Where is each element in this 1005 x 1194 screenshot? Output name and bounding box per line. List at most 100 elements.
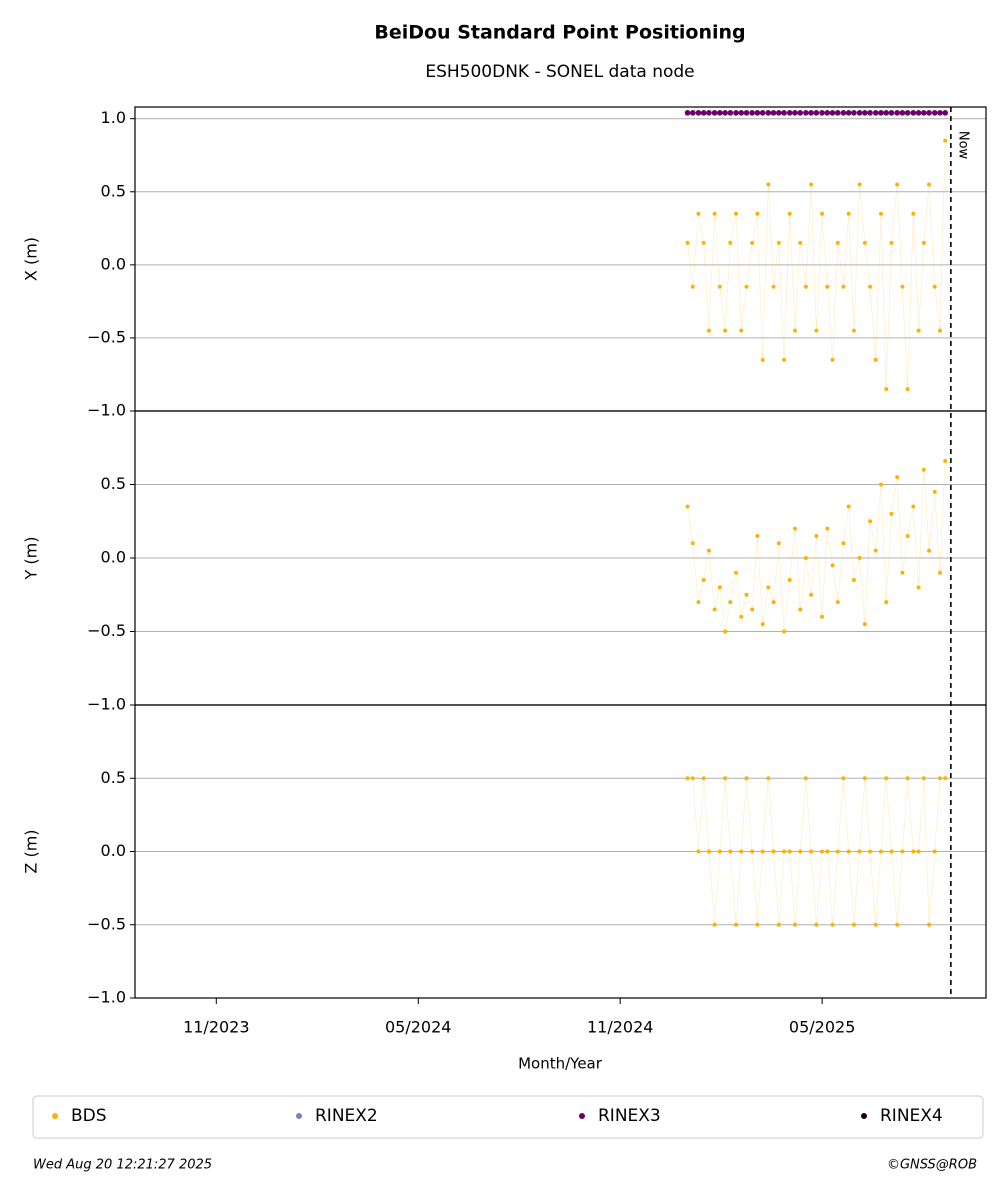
data-point <box>868 849 873 854</box>
data-point <box>696 211 701 216</box>
data-point <box>776 922 781 927</box>
data-point <box>911 211 916 216</box>
data-point <box>760 357 765 362</box>
data-point <box>899 110 906 116</box>
data-point <box>738 110 745 116</box>
data-point <box>743 110 750 116</box>
data-point <box>841 284 846 289</box>
data-point <box>872 110 879 116</box>
data-point <box>937 328 942 333</box>
data-point <box>690 776 695 781</box>
data-point <box>722 110 728 116</box>
data-point <box>894 110 900 116</box>
data-point <box>867 110 873 116</box>
data-point <box>830 357 835 362</box>
data-point <box>706 328 711 333</box>
data-point <box>717 585 722 590</box>
data-point <box>921 240 926 245</box>
data-point <box>824 110 831 116</box>
data-point <box>733 922 738 927</box>
y-tick-label: 0.5 <box>101 474 126 493</box>
data-point <box>921 467 926 472</box>
data-point <box>889 240 894 245</box>
y-axis-label: Y (m) <box>22 537 41 581</box>
data-point <box>814 328 819 333</box>
data-point <box>782 849 787 854</box>
data-point <box>857 182 862 187</box>
data-point <box>701 776 706 781</box>
data-point <box>750 607 755 612</box>
data-point <box>759 110 766 116</box>
data-point <box>798 849 803 854</box>
data-point <box>835 849 840 854</box>
data-point <box>787 211 792 216</box>
data-point <box>809 182 814 187</box>
data-point <box>862 776 867 781</box>
data-point <box>755 922 760 927</box>
data-point <box>770 110 777 116</box>
data-point <box>840 110 847 116</box>
data-point <box>927 182 932 187</box>
data-point <box>878 849 883 854</box>
y-tick-label: −1.0 <box>87 695 126 714</box>
data-point <box>921 110 927 116</box>
y-axis-label: Z (m) <box>22 829 41 873</box>
data-point <box>835 240 840 245</box>
chart-title: BeiDou Standard Point Positioning <box>374 22 745 44</box>
x-tick-label: 11/2024 <box>587 1018 653 1037</box>
data-point <box>829 110 836 116</box>
data-point <box>943 776 948 781</box>
legend-label: RINEX2 <box>315 1106 378 1126</box>
data-point <box>878 110 884 116</box>
y-tick-label: −1.0 <box>87 401 126 420</box>
data-point <box>706 849 711 854</box>
data-point <box>712 607 717 612</box>
data-point <box>750 849 755 854</box>
data-point <box>830 563 835 568</box>
data-point <box>717 284 722 289</box>
data-point <box>755 211 760 216</box>
data-point <box>700 110 707 116</box>
data-point <box>684 110 691 116</box>
data-point <box>851 578 856 583</box>
data-point <box>701 240 706 245</box>
data-point <box>900 849 905 854</box>
data-point <box>728 849 733 854</box>
data-point <box>931 110 938 116</box>
data-point <box>771 600 776 605</box>
data-point <box>809 592 814 597</box>
data-point <box>723 776 728 781</box>
data-point <box>910 110 917 116</box>
data-point <box>851 922 856 927</box>
footer-date: Wed Aug 20 12:21:27 2025 <box>33 1158 212 1173</box>
data-point <box>895 182 900 187</box>
data-point <box>905 387 910 392</box>
y-tick-label: 0.5 <box>101 181 126 200</box>
x-tick-label: 05/2024 <box>385 1018 451 1037</box>
data-point <box>690 284 695 289</box>
data-point <box>873 548 878 553</box>
data-point <box>755 533 760 538</box>
data-point <box>857 556 862 560</box>
data-point <box>781 110 787 116</box>
data-point <box>884 387 889 392</box>
data-point <box>786 110 793 116</box>
data-point <box>706 110 712 116</box>
data-point <box>723 328 728 333</box>
data-point <box>857 849 862 854</box>
data-point <box>695 110 702 116</box>
data-point <box>895 475 900 480</box>
data-point <box>712 211 717 216</box>
data-point <box>937 570 942 575</box>
data-point <box>792 526 797 531</box>
now-label: Now <box>955 131 970 160</box>
data-point <box>846 504 851 509</box>
data-point <box>942 110 949 116</box>
data-point <box>750 240 755 245</box>
data-point <box>787 849 792 854</box>
legend-label: RINEX3 <box>598 1106 661 1126</box>
data-point <box>760 849 765 854</box>
data-point <box>888 110 895 116</box>
data-point <box>776 240 781 245</box>
